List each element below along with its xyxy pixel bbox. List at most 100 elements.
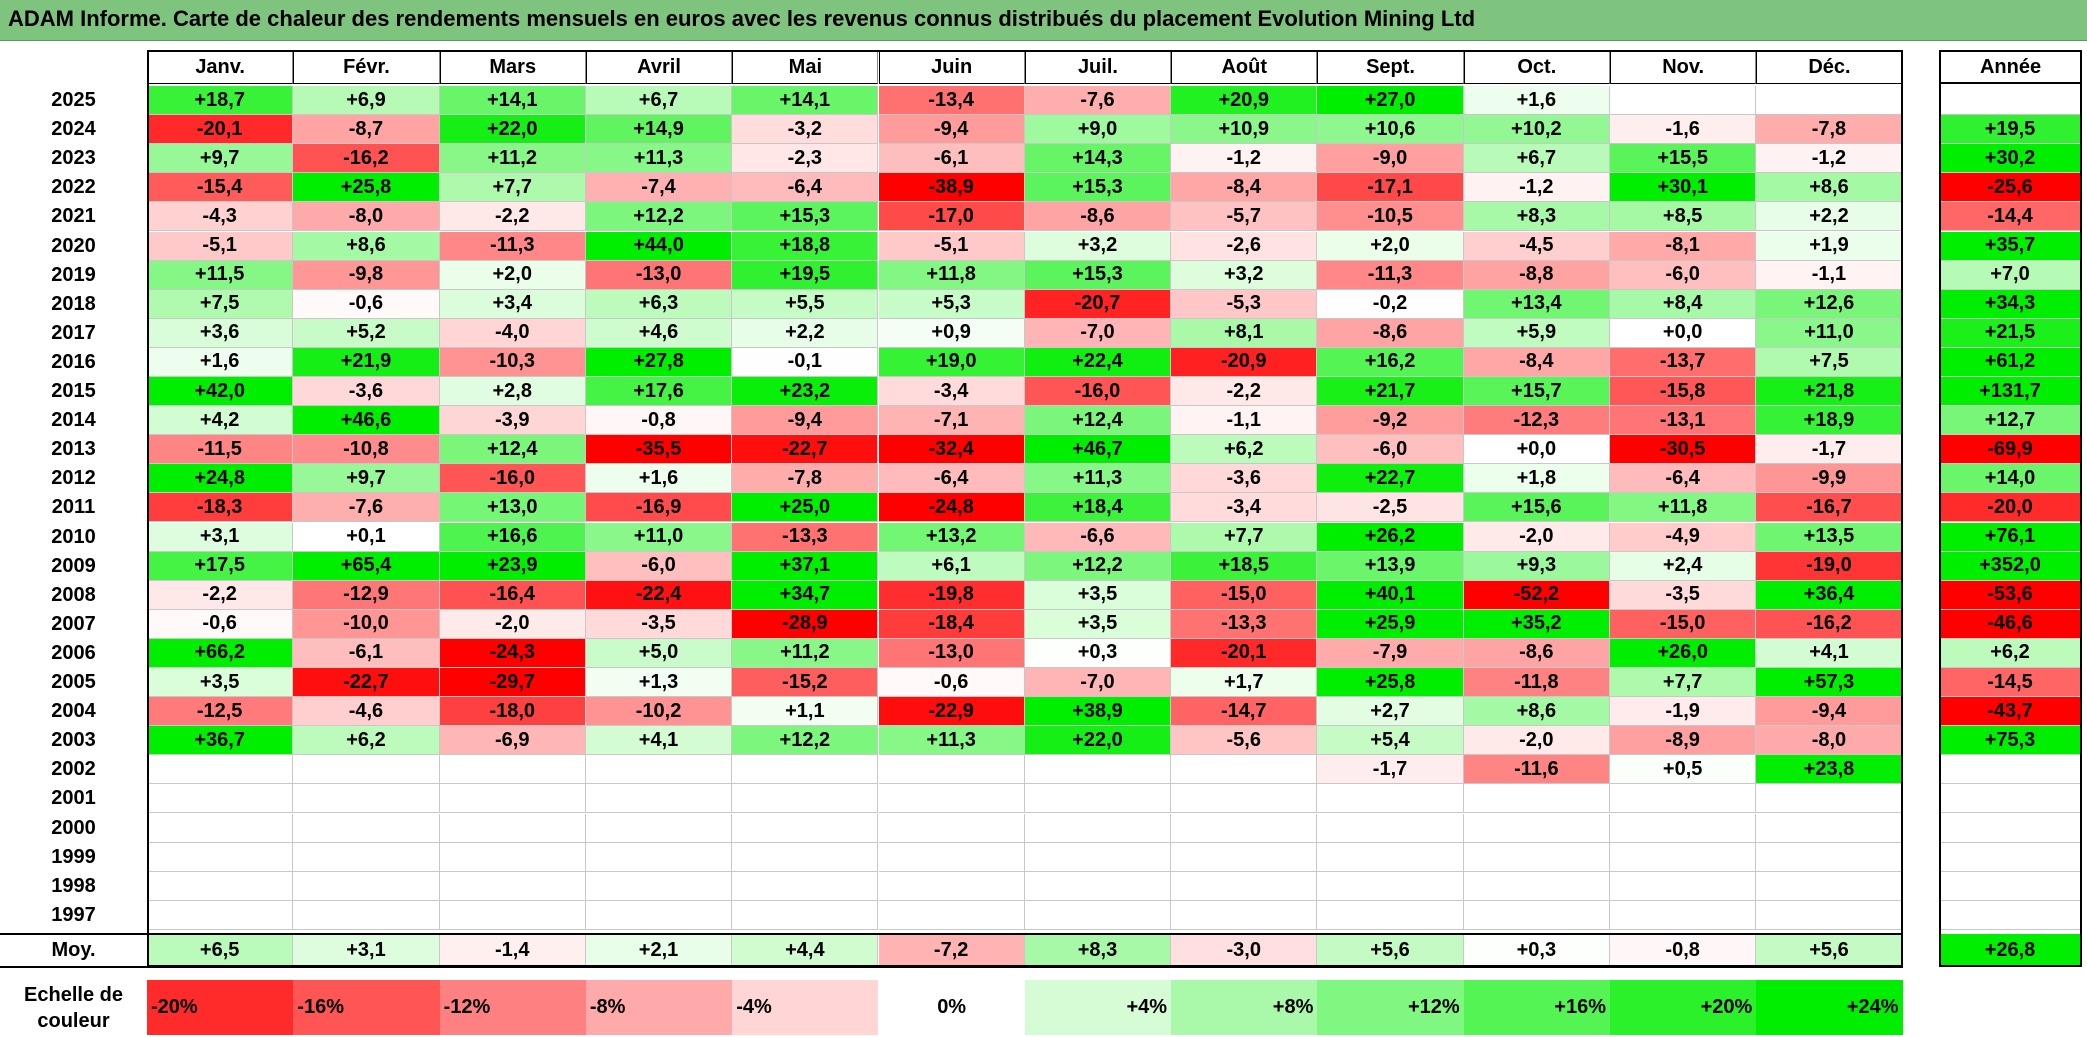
heatmap-cell: -2,2 bbox=[147, 580, 294, 610]
heatmap-cell: +16,2 bbox=[1317, 347, 1464, 377]
heatmap-cell bbox=[1463, 900, 1610, 930]
annual-cell: +75,3 bbox=[1939, 726, 2082, 756]
heatmap-cell bbox=[1756, 784, 1903, 814]
heatmap-cell: +12,6 bbox=[1756, 289, 1903, 319]
heatmap-cell: +1,6 bbox=[1463, 86, 1610, 116]
month-header: Déc. bbox=[1756, 50, 1903, 84]
heatmap-cell: +1,3 bbox=[585, 668, 733, 698]
heatmap-cell: -19,8 bbox=[878, 580, 1025, 610]
heatmap-cell: -5,1 bbox=[878, 231, 1025, 261]
heatmap-cell: +8,6 bbox=[293, 231, 440, 261]
heatmap-cell: +23,2 bbox=[732, 377, 879, 407]
heatmap-cell: +22,7 bbox=[1317, 464, 1464, 494]
heatmap-cell bbox=[1024, 871, 1172, 901]
heatmap-cell: +1,6 bbox=[585, 464, 733, 494]
heatmap-cell: -4,3 bbox=[147, 202, 294, 232]
heatmap-cell: -10,5 bbox=[1317, 202, 1464, 232]
heatmap-cell: -12,5 bbox=[147, 697, 294, 727]
heatmap-cell: -1,2 bbox=[1463, 173, 1610, 203]
annual-cell: -69,9 bbox=[1939, 435, 2082, 465]
heatmap-cell: +0,9 bbox=[878, 318, 1025, 348]
annual-cell: -20,0 bbox=[1939, 493, 2082, 523]
heatmap-cell: +11,2 bbox=[732, 638, 879, 668]
heatmap-cell: -16,7 bbox=[1756, 493, 1903, 523]
heatmap-cell bbox=[293, 900, 440, 930]
heatmap-cell: -11,6 bbox=[1463, 755, 1610, 785]
heatmap-cell: +3,5 bbox=[1024, 609, 1172, 639]
heatmap-cell: -0,2 bbox=[1317, 289, 1464, 319]
heatmap-cell: +2,8 bbox=[439, 377, 586, 407]
year-label: 2024 bbox=[51, 118, 96, 141]
year-label: 2009 bbox=[51, 554, 96, 577]
heatmap-cell: +16,6 bbox=[439, 522, 586, 552]
heatmap-cell bbox=[1171, 784, 1318, 814]
heatmap-cell: -24,8 bbox=[878, 493, 1025, 523]
heatmap-cell: -8,0 bbox=[1756, 726, 1903, 756]
year-label: 2016 bbox=[51, 350, 96, 373]
month-header: Mai bbox=[732, 50, 879, 84]
heatmap-cell: +1,7 bbox=[1171, 668, 1318, 698]
heatmap-cell bbox=[1024, 842, 1172, 872]
heatmap-cell: -1,1 bbox=[1171, 406, 1318, 436]
average-cell: -7,2 bbox=[878, 934, 1025, 967]
year-label: 2000 bbox=[51, 816, 96, 839]
heatmap-cell: +26,0 bbox=[1610, 638, 1757, 668]
annual-cell bbox=[1939, 784, 2082, 814]
heatmap-cell bbox=[1024, 784, 1172, 814]
heatmap-cell: -7,1 bbox=[878, 406, 1025, 436]
heatmap-cell: -13,0 bbox=[585, 260, 733, 290]
year-label: 2006 bbox=[51, 641, 96, 664]
heatmap-cell bbox=[1024, 813, 1172, 843]
heatmap-cell: +5,9 bbox=[1463, 318, 1610, 348]
heatmap-cell: +37,1 bbox=[732, 551, 879, 581]
heatmap-cell: -5,7 bbox=[1171, 202, 1318, 232]
heatmap-cell: -5,3 bbox=[1171, 289, 1318, 319]
heatmap-cell: -18,3 bbox=[147, 493, 294, 523]
heatmap-cell: +17,6 bbox=[585, 377, 733, 407]
heatmap-cell: -24,3 bbox=[439, 638, 586, 668]
heatmap-cell bbox=[585, 755, 733, 785]
heatmap-cell: +2,7 bbox=[1317, 697, 1464, 727]
heatmap-cell: +66,2 bbox=[147, 638, 294, 668]
heatmap-cell: -9,8 bbox=[293, 260, 440, 290]
heatmap-cell bbox=[1610, 86, 1757, 116]
month-header: Sept. bbox=[1317, 50, 1464, 84]
heatmap-cell: -11,5 bbox=[147, 435, 294, 465]
year-label: 2013 bbox=[51, 438, 96, 461]
heatmap-cell: -20,1 bbox=[147, 115, 294, 145]
annual-cell: +61,2 bbox=[1939, 347, 2082, 377]
title-bar: ADAM Informe. Carte de chaleur des rende… bbox=[0, 0, 2087, 41]
heatmap-cell: -29,7 bbox=[439, 668, 586, 698]
heatmap-cell: +17,5 bbox=[147, 551, 294, 581]
heatmap-cell: +2,4 bbox=[1610, 551, 1757, 581]
heatmap-cell bbox=[1317, 871, 1464, 901]
heatmap-cell: +21,7 bbox=[1317, 377, 1464, 407]
average-cell: +5,6 bbox=[1317, 934, 1464, 967]
heatmap-cell bbox=[732, 842, 879, 872]
heatmap-cell bbox=[1756, 86, 1903, 116]
heatmap-cell bbox=[732, 755, 879, 785]
heatmap-cell: -3,2 bbox=[732, 115, 879, 145]
heatmap-cell: +7,7 bbox=[439, 173, 586, 203]
heatmap-cell: -3,5 bbox=[1610, 580, 1757, 610]
annual-cell: +35,7 bbox=[1939, 231, 2082, 261]
heatmap-cell: +3,5 bbox=[147, 668, 294, 698]
heatmap-cell: +42,0 bbox=[147, 377, 294, 407]
heatmap-cell: -2,3 bbox=[732, 144, 879, 174]
heatmap-cell: -30,5 bbox=[1610, 435, 1757, 465]
heatmap-cell bbox=[1317, 813, 1464, 843]
heatmap-cell: +35,2 bbox=[1463, 609, 1610, 639]
heatmap-cell: +13,9 bbox=[1317, 551, 1464, 581]
heatmap-cell bbox=[732, 784, 879, 814]
month-header: Oct. bbox=[1463, 50, 1610, 84]
heatmap-cell: +22,4 bbox=[1024, 347, 1172, 377]
heatmap-cell: +18,7 bbox=[147, 86, 294, 116]
heatmap-cell: -13,1 bbox=[1610, 406, 1757, 436]
heatmap-cell: +15,6 bbox=[1463, 493, 1610, 523]
heatmap-cell: +15,7 bbox=[1463, 377, 1610, 407]
annual-cell: +131,7 bbox=[1939, 377, 2082, 407]
heatmap-cell bbox=[1463, 784, 1610, 814]
heatmap-cell bbox=[585, 871, 733, 901]
heatmap-cell: -8,7 bbox=[293, 115, 440, 145]
heatmap-cell: -32,4 bbox=[878, 435, 1025, 465]
